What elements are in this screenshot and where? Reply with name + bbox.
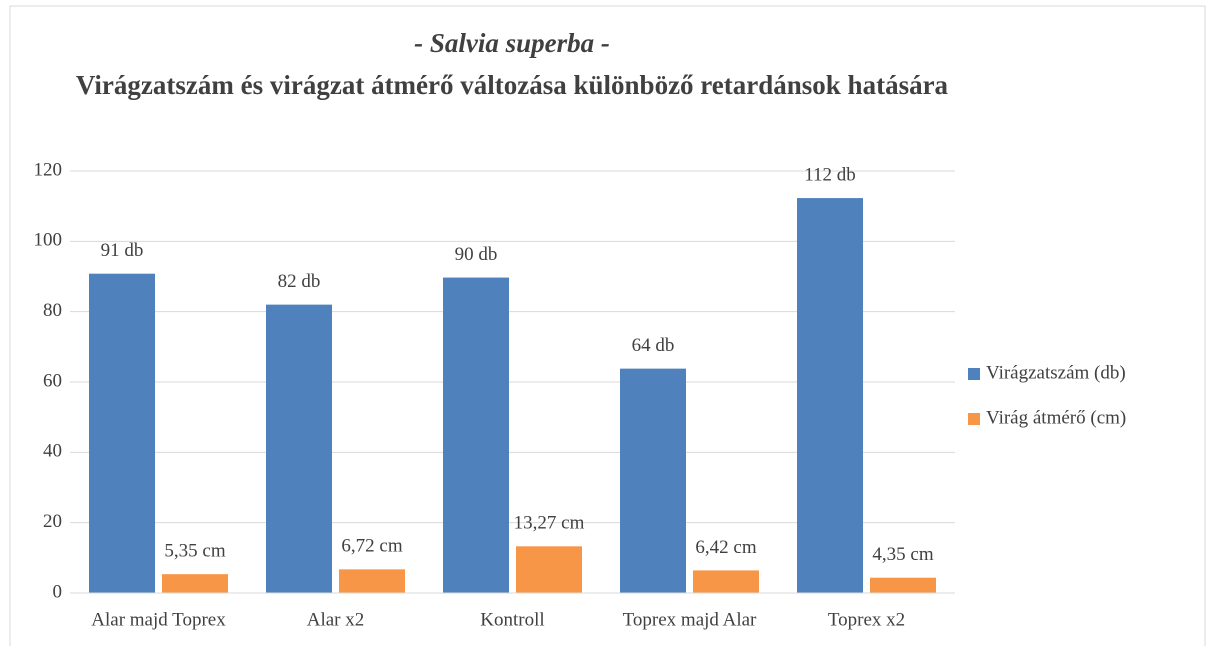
x-tick-label: Alar majd Toprex <box>91 609 226 630</box>
bar <box>620 368 686 593</box>
chart-title: - Salvia superba - <box>414 28 610 58</box>
data-label: 4,35 cm <box>872 544 933 565</box>
bar <box>162 574 228 593</box>
data-label: 5,35 cm <box>164 541 225 562</box>
bar <box>266 304 332 593</box>
legend-swatch <box>968 368 980 380</box>
x-tick-label: Toprex majd Alar <box>623 609 757 630</box>
data-label: 6,72 cm <box>341 536 402 557</box>
data-label: 64 db <box>632 335 675 356</box>
legend-label: Virágzatszám (db) <box>986 362 1126 383</box>
data-label: 91 db <box>101 240 144 261</box>
data-label: 82 db <box>278 271 321 292</box>
data-label: 112 db <box>804 164 856 185</box>
bar <box>693 570 759 593</box>
y-tick-label: 40 <box>43 441 62 462</box>
y-tick-label: 0 <box>53 581 63 602</box>
x-tick-label: Alar x2 <box>307 609 365 630</box>
data-label: 90 db <box>455 244 498 265</box>
bar <box>89 273 155 593</box>
y-tick-label: 20 <box>43 511 62 532</box>
bar <box>516 546 582 593</box>
x-tick-label: Kontroll <box>480 609 544 630</box>
data-label: 6,42 cm <box>695 537 756 558</box>
bar <box>443 277 509 593</box>
bar <box>339 569 405 593</box>
x-tick-label: Toprex x2 <box>828 609 905 630</box>
y-tick-label: 100 <box>34 230 63 251</box>
subtitle-line: Virágzatszám és virágzat átmérő változás… <box>76 70 949 100</box>
bar <box>797 198 863 593</box>
chart-subtitle: Virágzatszám és virágzat átmérő változás… <box>76 70 949 100</box>
chart-border <box>9 5 1206 646</box>
legend-label: Virág átmérő (cm) <box>986 407 1126 428</box>
data-label: 13,27 cm <box>514 513 585 534</box>
legend-swatch <box>968 413 980 425</box>
y-tick-label: 120 <box>34 159 63 180</box>
y-tick-label: 60 <box>43 370 62 391</box>
bar <box>870 577 936 593</box>
y-tick-label: 80 <box>43 300 62 321</box>
